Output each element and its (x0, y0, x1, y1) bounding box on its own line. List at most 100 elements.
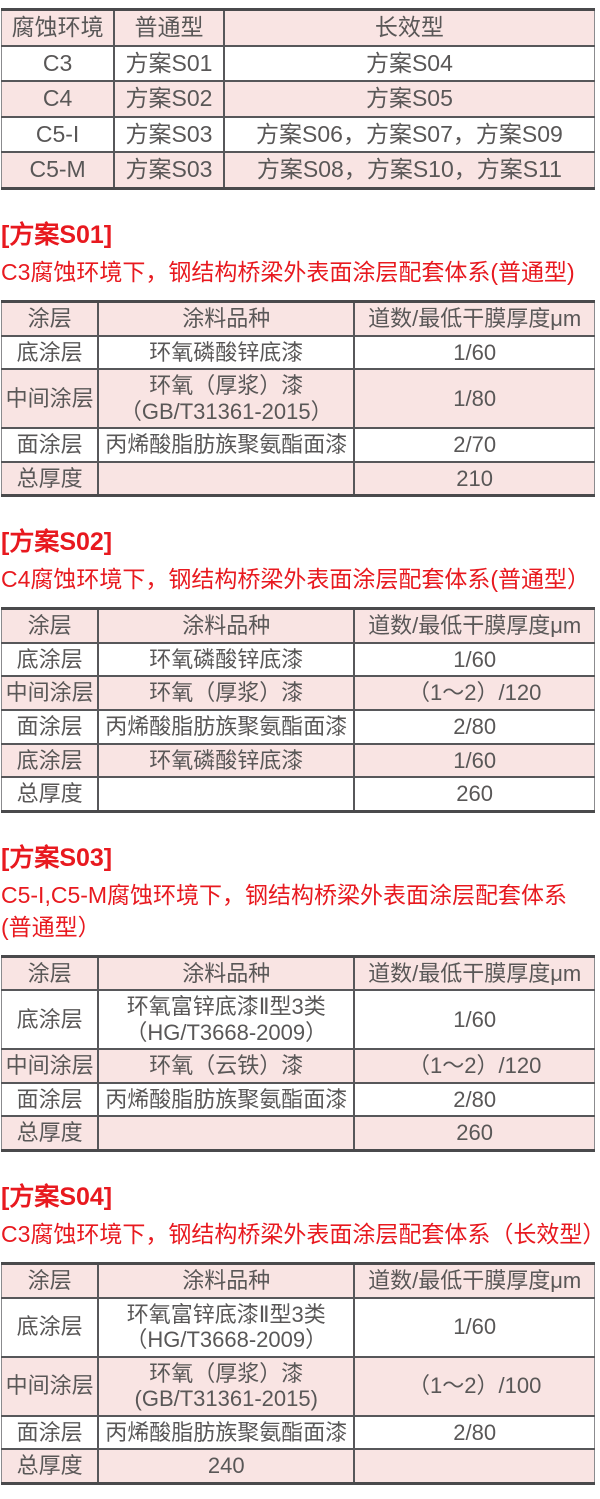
column-header: 腐蚀环境 (1, 9, 115, 47)
coating-scheme-table-s02: 涂层 涂料品种 道数/最低干膜厚度μm 底涂层 环氧磷酸锌底漆 1/60 中间涂层 环氧（厚浆… (1, 607, 595, 813)
table-cell: 方案S04 (222, 45, 595, 83)
table-row: 底涂层 环氧富锌底漆Ⅱ型3类 （HG/T3668-2009） 1/60 (1, 1297, 595, 1358)
section-title: [方案S04] (1, 1183, 113, 1211)
table-cell: 总厚度 (1, 1449, 99, 1485)
table-cell: C5-M (1, 152, 115, 190)
table-cell: 面涂层 (1, 428, 99, 463)
header-row: 涂层 涂料品种 道数/最低干膜厚度μm (1, 608, 595, 644)
table-cell: 240 (97, 1449, 355, 1485)
column-header: 涂料品种 (97, 608, 355, 644)
table-cell: 方案S03 (113, 116, 224, 154)
section-s02: [方案S02] C4腐蚀环境下，钢结构桥梁外表面涂层配套体系(普通型） 涂层 涂料… (1, 527, 595, 813)
column-header: 道数/最低干膜厚度μm (353, 956, 595, 992)
table-row: 总厚度 210 (1, 461, 595, 497)
table-cell (97, 1116, 355, 1152)
table-cell: 底涂层 (1, 990, 99, 1051)
section-s03: [方案S03] C5-I,C5-M腐蚀环境下，钢结构桥梁外表面涂层配套体系 (普… (1, 843, 595, 1152)
table-cell: 环氧富锌底漆Ⅱ型3类 （HG/T3668-2009） (97, 990, 355, 1051)
column-header: 道数/最低干膜厚度μm (353, 301, 595, 337)
table-cell: 环氧磷酸锌底漆 (97, 642, 355, 678)
table-cell (97, 461, 355, 497)
section-title: [方案S01] (1, 220, 113, 249)
table-row: 总厚度 260 (1, 1116, 595, 1152)
table-cell: （1～2）/120 (353, 1049, 595, 1084)
header-row: 涂层 涂料品种 道数/最低干膜厚度μm (1, 956, 595, 992)
table-row: 面涂层 丙烯酸脂肪族聚氨酯面漆 2/80 (1, 709, 595, 745)
section-title: [方案S02] (1, 528, 113, 557)
table-cell: 环氧磷酸锌底漆 (97, 743, 355, 779)
table-row: 底涂层 环氧磷酸锌底漆 1/60 (1, 335, 595, 371)
coating-scheme-table-s01: 涂层 涂料品种 道数/最低干膜厚度μm 底涂层 环氧磷酸锌底漆 1/60 中间涂层 环氧（厚浆… (1, 300, 595, 498)
table-cell: 丙烯酸脂肪族聚氨酯面漆 (97, 1082, 355, 1118)
header-row: 涂层 涂料品种 道数/最低干膜厚度μm (1, 301, 595, 337)
table-cell: 总厚度 (1, 461, 99, 497)
column-header: 长效型 (222, 9, 595, 47)
table-cell: 中间涂层 (1, 1356, 99, 1417)
table-cell: 260 (353, 777, 595, 813)
column-header: 涂料品种 (97, 301, 355, 337)
table-cell: 面涂层 (1, 1415, 99, 1451)
column-header: 涂料品种 (97, 956, 355, 992)
table-cell: 丙烯酸脂肪族聚氨酯面漆 (97, 709, 355, 745)
table-row: 中间涂层 环氧（云铁）漆 （1～2）/120 (1, 1049, 595, 1084)
table-cell: 底涂层 (1, 642, 99, 678)
table-cell: 中间涂层 (1, 369, 99, 430)
column-header: 普通型 (113, 9, 224, 47)
table-cell (353, 1449, 595, 1485)
table-cell: 1/80 (353, 369, 595, 430)
table-row: 总厚度 260 (1, 777, 595, 813)
table-row: 面涂层 丙烯酸脂肪族聚氨酯面漆 2/80 (1, 1082, 595, 1118)
column-header: 涂层 (1, 1263, 99, 1299)
column-header: 涂层 (1, 608, 99, 644)
column-header: 涂层 (1, 956, 99, 992)
table-cell: 底涂层 (1, 1297, 99, 1358)
table-cell: 2/80 (353, 1415, 595, 1451)
table-cell: 面涂层 (1, 1082, 99, 1118)
table-row: 底涂层 环氧富锌底漆Ⅱ型3类 （HG/T3668-2009） 1/60 (1, 990, 595, 1051)
table-row: 底涂层 环氧磷酸锌底漆 1/60 (1, 743, 595, 779)
table-cell: 环氧（云铁）漆 (97, 1049, 355, 1084)
table-cell: 260 (353, 1116, 595, 1152)
table-row: 面涂层 丙烯酸脂肪族聚氨酯面漆 2/80 (1, 1415, 595, 1451)
table-cell: 底涂层 (1, 743, 99, 779)
table-cell: 1/60 (353, 335, 595, 371)
table-cell: 方案S03 (113, 152, 224, 190)
document: 腐蚀环境 普通型 长效型 C3 方案S01 方案S04 C4 方案S02 方案S05 C5-I 方案… (1, 8, 600, 1485)
section-title: [方案S03] (1, 843, 113, 872)
table-row: 面涂层 丙烯酸脂肪族聚氨酯面漆 2/70 (1, 428, 595, 463)
header-row: 腐蚀环境 普通型 长效型 (1, 9, 595, 47)
section-subtitle: C3腐蚀环境下，钢结构桥梁外表面涂层配套体系(普通型) (1, 258, 575, 285)
table-row: 总厚度 240 (1, 1449, 595, 1485)
coating-scheme-table-s03: 涂层 涂料品种 道数/最低干膜厚度μm 底涂层 环氧富锌底漆Ⅱ型3类 （HG/T3668… (1, 954, 595, 1152)
table-cell: 1/60 (353, 642, 595, 678)
column-header: 道数/最低干膜厚度μm (353, 608, 595, 644)
table-cell: 方案S08，方案S10，方案S11 (222, 152, 595, 190)
table-cell: 210 (353, 461, 595, 497)
table-row: C4 方案S02 方案S05 (1, 81, 595, 118)
section-s04: [方案S04] C3腐蚀环境下，钢结构桥梁外表面涂层配套体系（长效型） 涂层 涂料… (1, 1182, 600, 1485)
section-subtitle: C5-I,C5-M腐蚀环境下，钢结构桥梁外表面涂层配套体系 (普通型） (1, 881, 568, 940)
table-row: C5-I 方案S03 方案S06，方案S07，方案S09 (1, 116, 595, 154)
column-header: 涂层 (1, 301, 99, 337)
table-cell: 总厚度 (1, 1116, 99, 1152)
table-row: 中间涂层 环氧（厚浆）漆 （GB/T31361-2015） 1/80 (1, 369, 595, 430)
table-cell: （1～2）/100 (353, 1356, 595, 1417)
table-cell: 1/60 (353, 990, 595, 1051)
table-row: 底涂层 环氧磷酸锌底漆 1/60 (1, 642, 595, 678)
table-cell: 方案S02 (113, 81, 224, 118)
column-header: 涂料品种 (97, 1263, 355, 1299)
table-cell: 环氧（厚浆）漆 (GB/T31361-2015) (97, 1356, 355, 1417)
table-cell: 面涂层 (1, 709, 99, 745)
table-row: 中间涂层 环氧（厚浆）漆 (GB/T31361-2015) （1～2）/100 (1, 1356, 595, 1417)
table-cell: 中间涂层 (1, 1049, 99, 1084)
table-cell: 丙烯酸脂肪族聚氨酯面漆 (97, 1415, 355, 1451)
table-cell: 2/80 (353, 709, 595, 745)
table-row: C5-M 方案S03 方案S08，方案S10，方案S11 (1, 152, 595, 190)
table-row: C3 方案S01 方案S04 (1, 45, 595, 83)
table-row: 中间涂层 环氧（厚浆）漆 （1～2）/120 (1, 676, 595, 711)
table-cell (97, 777, 355, 813)
table-cell: 环氧（厚浆）漆 （GB/T31361-2015） (97, 369, 355, 430)
table-cell: 1/60 (353, 743, 595, 779)
table-cell: 方案S01 (113, 45, 224, 83)
table-cell: 1/60 (353, 1297, 595, 1358)
